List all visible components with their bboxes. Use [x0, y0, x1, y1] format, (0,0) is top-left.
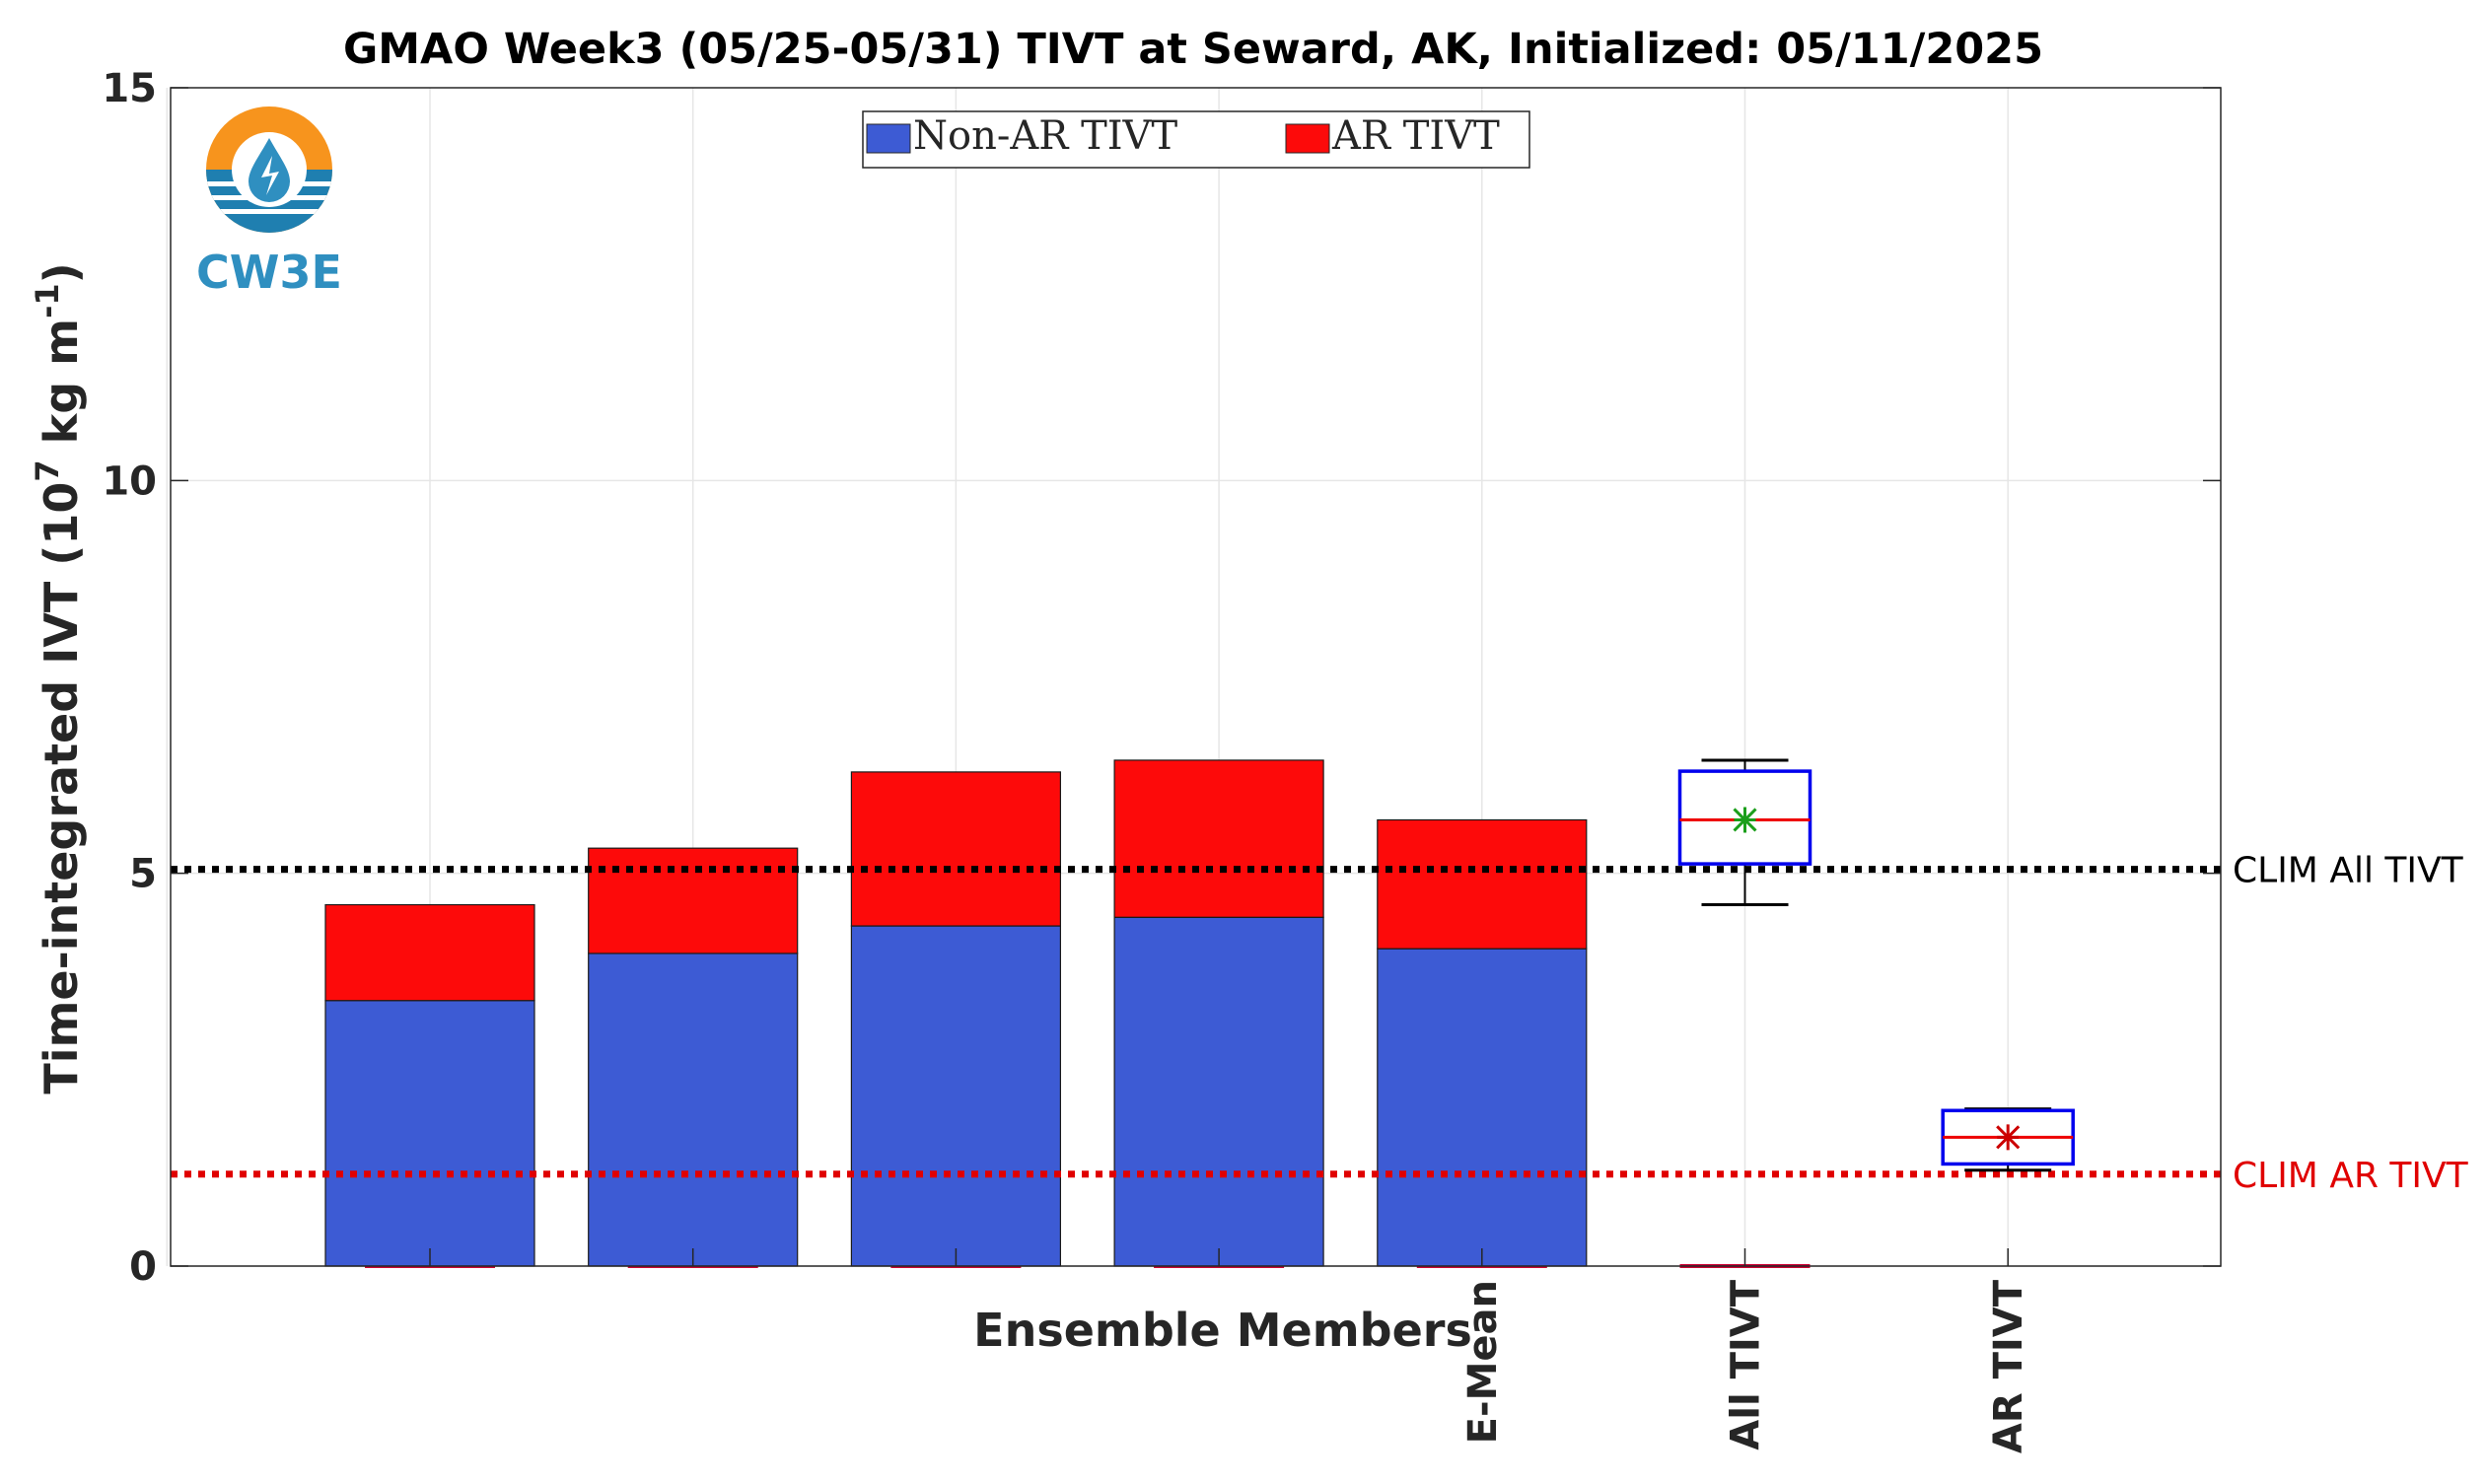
y-tick-label-3: 15 [102, 66, 157, 111]
x-ticks-group: E-Mean All TIVT AR TIVT [429, 1248, 2031, 1453]
boxplot-mean-marker-1 [1996, 1124, 2021, 1151]
bar-ar-3 [1113, 759, 1324, 918]
boxplot-mean-stroke-d2-1 [1996, 1125, 2021, 1150]
boxplots-group [1677, 758, 2075, 1172]
x-tick-label-4: E-Mean [1460, 1280, 1506, 1444]
x-tick-label-5: All TIVT [1724, 1279, 1769, 1449]
y-axis-label-end: ) [35, 262, 88, 283]
y-axis-label-mid: kg m [35, 318, 88, 459]
plot-frame [170, 87, 2222, 1267]
bar-ar-2 [850, 771, 1062, 927]
reference-line-label-1: CLIM AR TIVT [2233, 1156, 2469, 1196]
bars-group [324, 759, 1588, 1267]
x-tick-label-6: AR TIVT [1986, 1279, 2031, 1453]
bar-ar-1 [588, 847, 799, 954]
logo-text: CW3E [196, 246, 342, 299]
y-tick-label-0: 0 [129, 1244, 157, 1290]
legend-label-ar: AR TIVT [1331, 113, 1500, 159]
y-tick-label-1: 5 [129, 852, 157, 897]
reference-line-label-0: CLIM All TIVT [2233, 851, 2464, 891]
chart-title: GMAO Week3 (05/25-05/31) TIVT at Seward,… [343, 25, 2043, 74]
boxplot-mean-stroke-d2-0 [1733, 808, 1757, 832]
legend-swatch-non-ar [866, 123, 911, 154]
y-axis-label: Time-integrated IVT (107 kg m-1) [29, 262, 88, 1094]
boxplot-mean-marker-0 [1733, 807, 1757, 833]
y-axis-label-sup1: 7 [29, 459, 66, 481]
y-axis-label-main: Time-integrated IVT (10 [35, 482, 88, 1095]
bar-ar-4 [1377, 818, 1588, 950]
bar-non-ar-3 [1113, 916, 1324, 1267]
bar-ar-0 [324, 903, 535, 1002]
reference-lines-group: CLIM All TIVT CLIM AR TIVT [171, 851, 2469, 1196]
legend-swatch-ar [1285, 123, 1330, 154]
legend-label-non-ar: Non-AR TIVT [913, 113, 1177, 159]
bar-non-ar-4 [1377, 948, 1588, 1267]
x-axis-label: Ensemble Members [973, 1304, 1472, 1357]
bar-non-ar-2 [850, 925, 1062, 1267]
legend-box [862, 110, 1530, 169]
bar-non-ar-1 [588, 953, 799, 1267]
bar-non-ar-0 [324, 1000, 535, 1267]
y-ticks-group: 0 5 10 15 [102, 66, 2221, 1290]
cw3e-logo-icon: CW3E [196, 106, 342, 299]
legend: Non-AR TIVT AR TIVT [862, 110, 1530, 169]
y-tick-label-2: 10 [102, 459, 157, 504]
y-axis-label-sup2: -1 [29, 283, 66, 318]
